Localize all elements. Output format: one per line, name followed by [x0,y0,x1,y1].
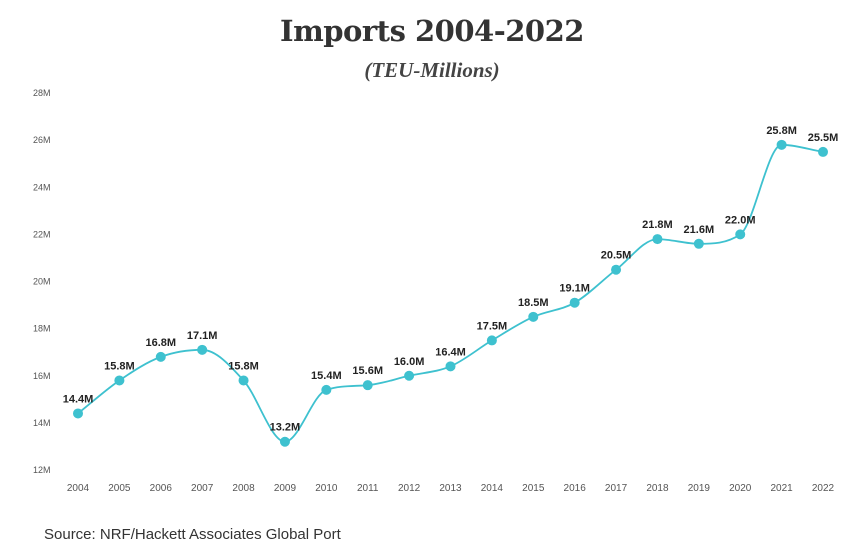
data-label: 16.8M [145,337,176,349]
line-chart: 12M 14M 16M 18M 20M 22M 24M 26M 28M 2004 2005 2006 2… [33,88,839,494]
source-note: Source: NRF/Hackett Associates Global Po… [44,526,341,543]
data-label: 25.8M [766,125,797,137]
data-point [735,229,746,240]
data-point [818,146,828,157]
data-label: 14.4M [63,393,94,405]
x-tick-label: 2013 [439,483,462,494]
data-label: 15.8M [104,360,135,372]
y-tick-label: 24M [33,182,51,192]
data-point [569,297,580,308]
data-point [445,361,456,372]
x-tick-label: 2005 [108,483,131,494]
data-label: 15.4M [311,370,342,382]
x-tick-label: 2021 [770,483,793,494]
x-tick-label: 2020 [729,483,752,494]
data-point [362,380,373,391]
y-tick-label: 20M [33,277,51,287]
data-point [73,408,83,419]
x-tick-label: 2008 [232,483,255,494]
y-tick-label: 18M [33,324,51,334]
y-tick-label: 22M [33,229,51,239]
data-label: 17.5M [477,320,508,332]
data-label: 15.8M [228,360,259,372]
data-point [155,351,166,362]
y-tick-label: 14M [33,418,51,428]
data-point [321,384,332,395]
data-point [404,370,415,381]
y-tick-label: 28M [33,88,51,98]
data-point [238,375,249,386]
data-label: 16.4M [435,346,466,358]
data-point [652,234,663,245]
data-point [114,375,125,386]
data-point [776,139,787,150]
x-tick-label: 2012 [398,483,421,494]
data-label: 15.6M [352,365,383,377]
data-point [197,344,208,355]
data-label: 18.5M [518,297,549,309]
x-tick-label: 2015 [522,483,545,494]
data-label: 25.5M [808,132,839,144]
data-label: 20.5M [601,250,632,262]
data-label: 17.1M [187,330,218,342]
data-point [693,238,704,249]
data-point [279,436,290,447]
data-label: 19.1M [559,283,590,295]
x-tick-label: 2009 [274,483,297,494]
data-label: 22.0M [725,214,756,226]
x-tick-label: 2017 [605,483,628,494]
data-point [486,335,497,346]
data-point [528,311,539,322]
x-tick-label: 2016 [564,483,587,494]
data-label: 16.0M [394,356,425,368]
data-label: 13.2M [270,422,301,434]
x-tick-label: 2007 [191,483,214,494]
x-tick-label: 2019 [688,483,711,494]
x-tick-label: 2022 [812,483,835,494]
y-tick-label: 16M [33,371,51,381]
x-tick-label: 2006 [150,483,173,494]
x-tick-label: 2004 [67,483,90,494]
x-tick-label: 2014 [481,483,504,494]
y-tick-label: 12M [33,465,51,475]
data-label: 21.8M [642,219,673,231]
y-tick-label: 26M [33,135,51,145]
chart-title: Imports 2004-2022 [280,14,584,48]
x-tick-label: 2018 [646,483,669,494]
x-tick-label: 2010 [315,483,338,494]
data-point [611,264,622,275]
series-line [77,143,824,443]
data-label: 21.6M [684,224,715,236]
chart-subtitle: (TEU-Millions) [364,58,500,82]
x-tick-label: 2011 [357,483,379,494]
